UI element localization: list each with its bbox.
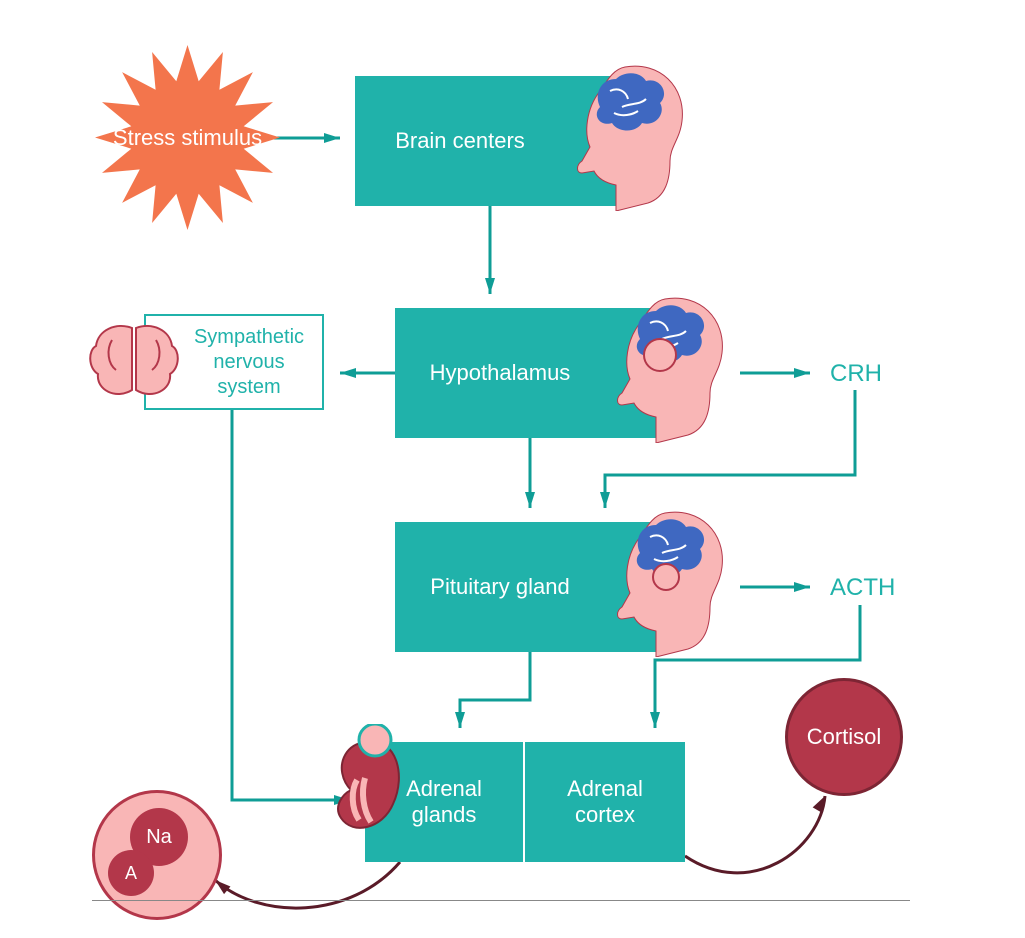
adrenal-cortex-label: Adrenal cortex (563, 772, 647, 832)
a-circle: A (108, 850, 154, 896)
head-brain-icon (570, 61, 690, 211)
brain-icon (86, 320, 182, 404)
stress-label: Stress stimulus (95, 124, 280, 150)
diagram-canvas: Stress stimulus Brain centers Hypothalam… (0, 0, 1025, 938)
adrenal-glands-label: Adrenal glands (402, 772, 486, 832)
baseline-rule (92, 900, 910, 901)
acth-label: ACTH (830, 574, 895, 602)
adrenal-cortex-node: Adrenal cortex (525, 742, 685, 862)
hypothalamus-label: Hypothalamus (426, 356, 575, 390)
na-label: Na (146, 826, 172, 849)
crh-label: CRH (830, 360, 882, 388)
cortisol-label: Cortisol (807, 724, 882, 750)
kidney-icon (315, 724, 405, 844)
head-hypothalamus-icon (610, 293, 730, 443)
head-pituitary-icon (610, 507, 730, 657)
brain-centers-label: Brain centers (391, 124, 529, 158)
pituitary-label: Pituitary gland (426, 570, 573, 604)
a-label: A (125, 863, 137, 884)
sns-label: Sympathetic nervous system (194, 325, 304, 400)
stress-stimulus-node: Stress stimulus (95, 45, 280, 230)
cortisol-node: Cortisol (785, 678, 903, 796)
